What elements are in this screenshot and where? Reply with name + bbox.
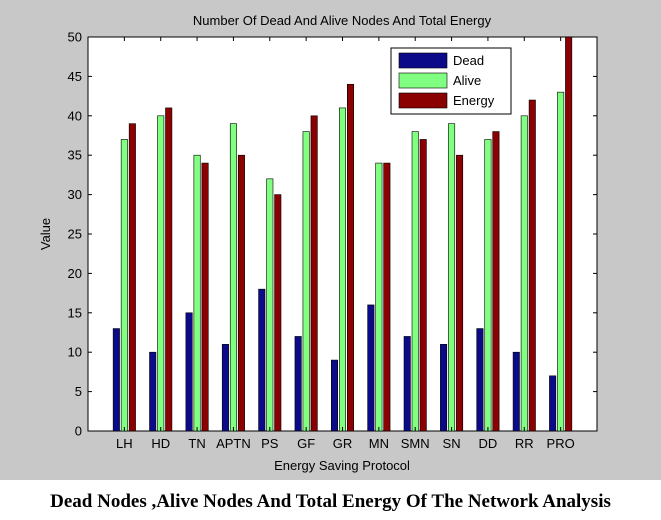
bar-alive-tn bbox=[193, 154, 201, 432]
bar-energy-gr bbox=[346, 83, 354, 432]
bar-energy-aptn bbox=[237, 154, 245, 432]
bar-energy-sn bbox=[456, 154, 464, 432]
x-tick-label: SMN bbox=[401, 436, 430, 451]
x-tick-label: RR bbox=[515, 436, 534, 451]
y-tick-label: 15 bbox=[68, 305, 82, 320]
x-tick-label: GR bbox=[333, 436, 353, 451]
y-tick-label: 40 bbox=[68, 108, 82, 123]
bar-alive-mn bbox=[375, 162, 383, 432]
bar-dead-pro bbox=[549, 375, 557, 432]
bar-energy-ps bbox=[274, 194, 282, 432]
bar-energy-hd bbox=[165, 107, 173, 432]
bar-dead-rr bbox=[512, 351, 520, 432]
x-tick-label: MN bbox=[369, 436, 389, 451]
x-tick-label: HD bbox=[151, 436, 170, 451]
y-tick-label: 5 bbox=[75, 384, 82, 399]
x-tick-label: SN bbox=[443, 436, 461, 451]
bar-alive-pro bbox=[557, 91, 565, 432]
bar-alive-dd bbox=[484, 139, 492, 432]
x-ticks-group: LH HD TN APTN PS GF GR MN SMN SN DD RR PRO bbox=[116, 37, 575, 451]
x-tick-label: DD bbox=[479, 436, 498, 451]
legend-label-alive: Alive bbox=[453, 73, 481, 88]
x-axis-label: Energy Saving Protocol bbox=[274, 458, 410, 473]
y-tick-label: 0 bbox=[75, 424, 82, 439]
bar-dead-tn bbox=[185, 312, 193, 432]
y-tick-label: 30 bbox=[68, 187, 82, 202]
y-axis-label: Value bbox=[38, 218, 53, 250]
bar-energy-pro bbox=[565, 36, 573, 432]
chart-title: Number Of Dead And Alive Nodes And Total… bbox=[193, 13, 492, 28]
bar-energy-tn bbox=[201, 162, 209, 432]
x-tick-label: APTN bbox=[216, 436, 251, 451]
y-tick-label: 45 bbox=[68, 69, 82, 84]
legend-swatch-dead bbox=[398, 52, 448, 69]
bar-dead-mn bbox=[367, 304, 375, 432]
bar-dead-smn bbox=[403, 336, 411, 432]
bar-energy-gf bbox=[310, 115, 318, 432]
bar-alive-smn bbox=[411, 131, 419, 432]
bar-dead-aptn bbox=[221, 344, 229, 432]
legend-label-dead: Dead bbox=[453, 53, 484, 68]
bar-dead-lh bbox=[112, 328, 120, 432]
chart-figure: Number Of Dead And Alive Nodes And Total… bbox=[0, 0, 661, 480]
legend-swatch-energy bbox=[398, 92, 448, 109]
bar-energy-lh bbox=[128, 123, 136, 432]
legend-label-energy: Energy bbox=[453, 93, 495, 108]
x-tick-label: GF bbox=[297, 436, 315, 451]
x-tick-label: LH bbox=[116, 436, 133, 451]
bar-energy-mn bbox=[383, 162, 391, 432]
legend-swatch-alive bbox=[398, 72, 448, 89]
y-tick-label: 50 bbox=[68, 30, 82, 45]
bar-alive-rr bbox=[520, 115, 528, 432]
x-tick-label: TN bbox=[188, 436, 205, 451]
bar-energy-rr bbox=[528, 99, 536, 432]
bar-energy-dd bbox=[492, 131, 500, 432]
figure-caption: Dead Nodes ,Alive Nodes And Total Energy… bbox=[50, 491, 611, 512]
bar-dead-hd bbox=[149, 351, 157, 432]
bar-alive-gr bbox=[338, 107, 346, 432]
bar-dead-gr bbox=[330, 359, 338, 432]
chart-svg: Number Of Dead And Alive Nodes And Total… bbox=[38, 13, 598, 473]
bar-energy-smn bbox=[419, 139, 427, 432]
legend: Dead Alive Energy bbox=[390, 47, 512, 115]
bar-alive-aptn bbox=[229, 123, 237, 432]
bar-dead-ps bbox=[258, 288, 266, 432]
bar-alive-gf bbox=[302, 131, 310, 432]
y-ticks-group: 0 5 10 15 20 25 30 35 40 45 50 bbox=[68, 30, 597, 439]
bar-dead-sn bbox=[440, 344, 448, 432]
bar-alive-sn bbox=[448, 123, 456, 432]
x-tick-label: PS bbox=[261, 436, 279, 451]
bar-alive-ps bbox=[266, 178, 274, 432]
bar-alive-lh bbox=[120, 139, 128, 432]
bar-dead-dd bbox=[476, 328, 484, 432]
y-tick-label: 10 bbox=[68, 345, 82, 360]
y-tick-label: 25 bbox=[68, 227, 82, 242]
y-tick-label: 35 bbox=[68, 148, 82, 163]
x-tick-label: PRO bbox=[547, 436, 575, 451]
bar-alive-hd bbox=[157, 115, 165, 432]
bar-dead-gf bbox=[294, 336, 302, 432]
bars-group bbox=[112, 36, 573, 432]
y-tick-label: 20 bbox=[68, 266, 82, 281]
